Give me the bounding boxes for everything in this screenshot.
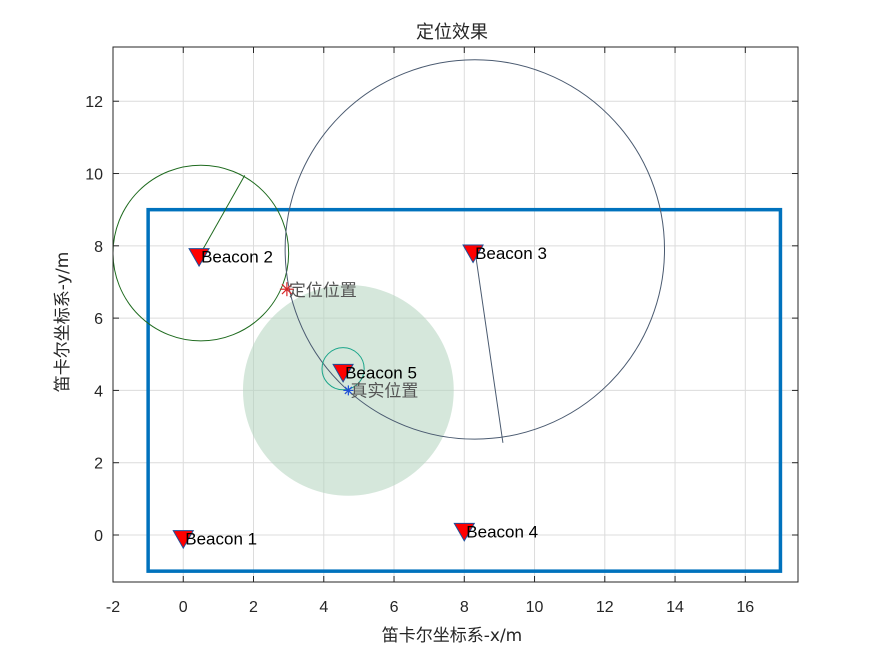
beacon-marker	[332, 363, 354, 383]
y-tick-label: 0	[94, 528, 103, 545]
tick-labels: -2 0 2 4 6 8 10 12 14 16 0 2 4 6 8 10 12	[85, 47, 798, 616]
beacon-marker	[172, 530, 195, 550]
actual-position-label: 真实位置	[350, 381, 418, 401]
beacon-marker	[462, 244, 484, 264]
y-tick-label: 2	[94, 456, 103, 473]
asterisk-stroke	[281, 283, 293, 295]
beacon-label: Beacon 2	[201, 248, 273, 267]
range-circle	[321, 347, 365, 391]
chart-title: 定位效果	[416, 22, 488, 43]
beacon-label: Beacon 3	[475, 244, 547, 263]
beacon-label: Beacon 5	[345, 363, 417, 382]
boundary-rect	[146, 207, 783, 573]
axes-frame	[112, 46, 799, 583]
range-circle	[284, 59, 666, 440]
x-tick-label: 6	[390, 599, 399, 616]
y-tick-label: 4	[94, 383, 103, 400]
markers: Beacon 1 Beacon 2 Beacon 3 Beacon 4 Beacon 5…	[172, 244, 547, 550]
grid-lines	[112, 47, 798, 582]
y-tick-label: 12	[85, 94, 103, 111]
x-tick-label: -2	[106, 599, 120, 616]
x-tick-label: 4	[319, 599, 328, 616]
x-axis-label: 笛卡尔坐标系-x/m	[382, 626, 522, 646]
beacon-marker	[188, 248, 210, 268]
x-tick-label: 0	[179, 599, 188, 616]
beacon-label: Beacon 4	[466, 522, 538, 541]
x-tick-label: 2	[249, 599, 258, 616]
beacon-label: Beacon 1	[185, 530, 257, 549]
estimated-position-label: 定位位置	[289, 281, 357, 301]
y-tick-label: 8	[94, 239, 103, 256]
y-tick-label: 6	[94, 311, 103, 328]
x-tick-label: 8	[460, 599, 469, 616]
range-radius-line	[200, 175, 246, 254]
x-tick-label: 14	[666, 599, 684, 616]
plot-area	[113, 47, 798, 582]
y-tick-label: 10	[85, 167, 103, 184]
y-axis-label: 笛卡尔坐标系-y/m	[53, 252, 73, 392]
x-tick-label: 16	[736, 599, 754, 616]
range-radius-line	[474, 249, 504, 443]
actual-position-marker	[343, 385, 354, 396]
x-tick-label: 10	[526, 599, 544, 616]
asterisk-stroke	[344, 386, 353, 395]
beacon-marker	[453, 522, 476, 542]
estimated-position-marker	[279, 282, 294, 297]
x-tick-label: 12	[596, 599, 614, 616]
